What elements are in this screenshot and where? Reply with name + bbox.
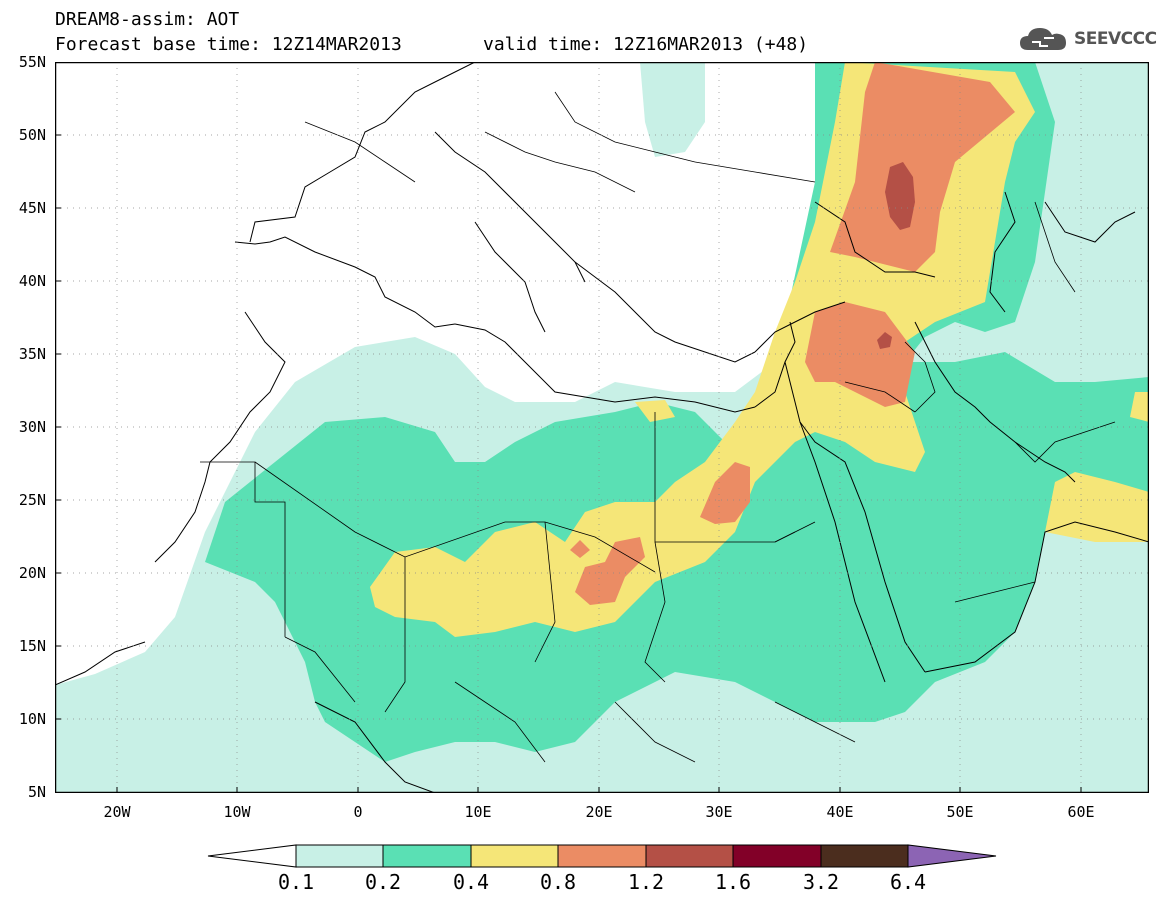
colorbar-label: 0.8 [539, 870, 577, 894]
map-title: DREAM8-assim: AOT [55, 9, 240, 30]
lat-label-25n: 25N [18, 491, 46, 509]
lat-label-55n: 55N [18, 53, 46, 71]
colorbar-label: 0.1 [277, 870, 315, 894]
lon-label-10w: 10W [223, 803, 251, 821]
colorbar-segment-3-2 [820, 844, 909, 868]
aot-band-0-8 [570, 62, 1015, 605]
lat-label-10n: 10N [18, 710, 46, 728]
lon-label-20w: 20W [103, 803, 131, 821]
lon-label-30e: 30E [705, 803, 733, 821]
coastlines [55, 62, 1149, 793]
seevccc-logo: SEEVCCC [1018, 24, 1157, 54]
lat-label-5n: 5N [27, 783, 46, 801]
lat-label-35n: 35N [18, 345, 46, 363]
colorbar-label: 1.2 [627, 870, 665, 894]
lon-label-0: 0 [353, 803, 363, 821]
forecast-base-time: Forecast base time: 12Z14MAR2013 [55, 34, 402, 55]
lon-label-40e: 40E [826, 803, 854, 821]
colorbar-label: 0.4 [452, 870, 490, 894]
colorbar-arrow-high [907, 844, 997, 868]
lon-label-60e: 60E [1067, 803, 1095, 821]
lat-label-30n: 30N [18, 418, 46, 436]
lon-label-10e: 10E [464, 803, 492, 821]
colorbar-arrow-low [207, 844, 297, 868]
lat-label-50n: 50N [18, 126, 46, 144]
colorbar-label: 6.4 [889, 870, 927, 894]
graticule [55, 62, 1149, 793]
lat-label-40n: 40N [18, 272, 46, 290]
colorbar-label: 0.2 [364, 870, 402, 894]
lon-label-20e: 20E [585, 803, 613, 821]
colorbar-label: 1.6 [714, 870, 752, 894]
cloud-icon [1020, 28, 1066, 50]
lon-label-50e: 50E [946, 803, 974, 821]
lat-label-45n: 45N [18, 199, 46, 217]
colorbar-segment-0-1 [295, 844, 384, 868]
lat-label-20n: 20N [18, 564, 46, 582]
valid-time: valid time: 12Z16MAR2013 (+48) [483, 34, 809, 55]
colorbar-segment-1-6 [732, 844, 822, 868]
axis-ticks [55, 134, 1082, 793]
lat-label-15n: 15N [18, 637, 46, 655]
colorbar-segment-1-2 [645, 844, 734, 868]
aot-map [55, 62, 1149, 793]
logo-text: SEEVCCC [1074, 29, 1157, 49]
country-borders [200, 91, 1116, 763]
aot-band-1-2 [877, 162, 915, 349]
colorbar-segment-0-8 [557, 844, 647, 868]
colorbar-segment-0-2 [382, 844, 472, 868]
colorbar-label: 3.2 [802, 870, 840, 894]
colorbar-segment-0-4 [470, 844, 559, 868]
